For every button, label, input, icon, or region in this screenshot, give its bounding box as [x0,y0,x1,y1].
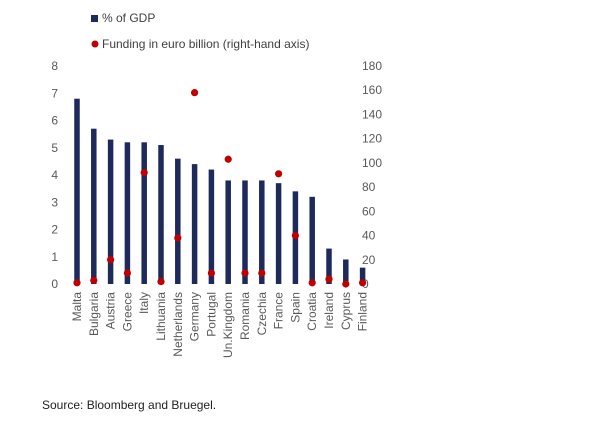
legend-label-gdp: % of GDP [102,11,155,25]
funding-points [73,89,367,288]
category-label: Lithuania [154,292,168,341]
category-label: Austria [104,292,118,330]
category-label: Croatia [305,292,319,331]
point-funding [191,89,199,97]
point-funding [123,269,131,277]
left-tick-label: 6 [51,114,58,128]
bar-gdp [141,142,147,284]
category-label: Finland [356,292,370,331]
left-tick-label: 2 [51,223,58,237]
right-tick-label: 180 [362,59,382,73]
left-tick-label: 5 [51,141,58,155]
left-tick-label: 8 [51,59,58,73]
point-funding [308,279,316,287]
point-funding [207,269,215,277]
bar-gdp [242,180,248,284]
legend-label-funding: Funding in euro billion (right-hand axis… [102,37,309,51]
bar-gdp [275,183,282,284]
point-funding [90,276,98,284]
category-label: Czechia [255,292,269,336]
point-funding [325,275,333,283]
right-tick-label: 140 [362,107,382,121]
point-funding [258,269,266,277]
bar-gdp [343,259,349,284]
legend: % of GDP Funding in euro billion (right-… [91,11,309,51]
point-funding [359,279,367,287]
point-funding [140,168,148,177]
category-label: Germany [188,292,202,341]
right-tick-label: 160 [362,83,382,97]
point-funding [174,234,182,242]
bar-gdp [124,142,131,284]
category-label: Un.Kingdom [221,292,235,358]
category-label: Cyprus [339,292,353,330]
right-axis: 020406080100120140160180 [362,59,382,291]
point-funding [157,277,165,286]
right-tick-label: 60 [362,204,376,218]
bar-gdp [309,196,315,284]
bar-gdp [91,128,97,284]
right-tick-label: 40 [362,229,376,243]
point-funding [224,155,232,163]
category-label: Bulgaria [87,292,101,336]
left-tick-label: 4 [51,168,58,182]
bar-gdp [225,180,231,284]
bar-gdp [74,98,80,284]
bar-gdp [208,169,215,284]
point-funding [241,269,249,277]
left-tick-label: 7 [51,86,58,100]
left-tick-label: 3 [51,195,58,209]
category-label: Romania [238,292,252,340]
point-funding [342,280,350,288]
source-note: Source: Bloomberg and Bruegel. [42,398,217,412]
bars [74,98,366,284]
point-funding [291,231,299,240]
category-label: Malta [70,292,84,322]
category-labels: Malta Bulgaria Austria Greece Italy Lithuania… [70,292,370,358]
category-label: Portugal [204,292,218,337]
legend-swatch-gdp [91,15,98,22]
bar-gdp [191,164,198,284]
category-label: Italy [137,292,151,314]
left-tick-label: 1 [51,250,58,264]
point-funding [275,170,283,178]
left-tick-label: 0 [51,277,58,291]
point-funding [73,279,81,287]
legend-marker-funding [91,40,99,48]
category-label: Greece [120,292,134,332]
right-tick-label: 20 [362,253,376,267]
left-axis: 0 1 2 3 4 5 6 7 8 [51,59,58,291]
bar-gdp [107,139,114,284]
bar-gdp [259,180,265,284]
right-tick-label: 80 [362,180,376,194]
category-label: Spain [288,292,302,323]
category-label: France [272,292,286,330]
category-label: Netherlands [171,292,185,357]
point-funding [107,256,115,264]
bar-gdp [326,248,332,284]
right-tick-label: 100 [362,156,382,170]
right-tick-label: 120 [362,132,382,146]
bar-gdp [359,267,366,284]
bar-gdp [158,145,164,284]
category-label: Ireland [322,292,336,329]
bar-gdp [175,158,181,284]
